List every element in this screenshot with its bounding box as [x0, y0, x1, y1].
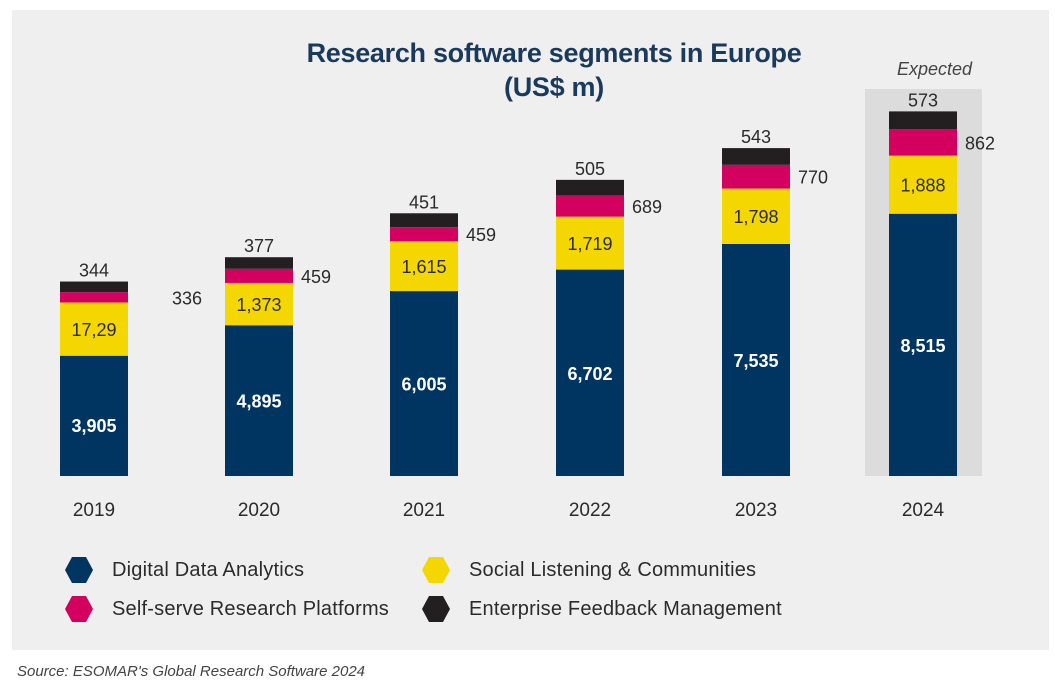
data-label-digital-data-analytics-2024: 8,515	[900, 336, 945, 356]
bar-digital-data-analytics-2024	[889, 213, 957, 476]
data-label-social-listening-communities-2020: 1,373	[236, 295, 281, 315]
bar-digital-data-analytics-2022	[556, 269, 624, 476]
data-label-social-listening-communities-2023: 1,798	[733, 207, 778, 227]
data-label-self-serve-research-platforms-2023: 770	[798, 168, 828, 188]
x-tick-label-2024: 2024	[902, 500, 945, 521]
data-label-enterprise-feedback-management-2020: 377	[244, 236, 274, 256]
source-note: Source: ESOMAR's Global Research Softwar…	[17, 663, 366, 680]
data-label-enterprise-feedback-management-2019: 344	[79, 261, 109, 281]
data-label-enterprise-feedback-management-2022: 505	[575, 159, 605, 179]
hexagon-icon	[422, 557, 450, 583]
bar-self-serve-research-platforms-2020	[225, 268, 293, 283]
x-tick-label-2020: 2020	[238, 500, 280, 521]
x-tick-label-2019: 2019	[73, 500, 115, 521]
x-tick-label-2022: 2022	[569, 500, 611, 521]
bar-social-listening-communities-2022	[556, 216, 624, 270]
bar-social-listening-communities-2021	[390, 241, 458, 292]
bar-enterprise-feedback-management-2019	[60, 281, 128, 293]
data-label-digital-data-analytics-2023: 7,535	[733, 351, 778, 371]
bar-enterprise-feedback-management-2024	[889, 111, 957, 130]
data-label-social-listening-communities-2019: 17,29	[71, 320, 116, 340]
bar-social-listening-communities-2024	[889, 155, 957, 214]
data-label-social-listening-communities-2021: 1,615	[401, 257, 446, 277]
data-label-self-serve-research-platforms-2022: 689	[632, 197, 662, 217]
chart-panel: 3,905 17,29 336 344 2019 4,895 1,373 459 377 2020…	[12, 10, 1049, 650]
bar-enterprise-feedback-management-2022	[556, 179, 624, 196]
chart-plot: 3,905 17,29 336 344 2019 4,895 1,373 459 377 2020…	[60, 89, 995, 521]
x-tick-label-2023: 2023	[735, 500, 777, 521]
legend-item-enterprise-feedback: Enterprise Feedback Management	[421, 594, 782, 624]
bar-self-serve-research-platforms-2024	[889, 129, 957, 156]
chart-title: Research software segments in Europe	[306, 38, 802, 68]
data-label-self-serve-research-platforms-2024: 862	[965, 133, 995, 153]
hexagon-icon	[65, 557, 93, 583]
legend-item-social-listening: Social Listening & Communities	[421, 555, 756, 585]
hexagon-icon	[422, 596, 450, 622]
data-label-enterprise-feedback-management-2023: 543	[741, 127, 771, 147]
data-label-self-serve-research-platforms-2021: 459	[466, 225, 496, 245]
data-label-digital-data-analytics-2020: 4,895	[236, 392, 281, 412]
data-label-digital-data-analytics-2021: 6,005	[401, 375, 446, 395]
data-label-digital-data-analytics-2022: 6,702	[567, 364, 612, 384]
bar-digital-data-analytics-2020	[225, 325, 293, 476]
bar-digital-data-analytics-2023	[722, 243, 790, 476]
bar-self-serve-research-platforms-2019	[60, 292, 128, 303]
bar-self-serve-research-platforms-2021	[390, 227, 458, 242]
legend-label: Self-serve Research Platforms	[112, 597, 390, 620]
bar-social-listening-communities-2019	[60, 302, 128, 356]
data-label-social-listening-communities-2022: 1,719	[567, 234, 612, 254]
data-label-enterprise-feedback-management-2024: 573	[908, 90, 938, 110]
legend-item-self-serve-research: Self-serve Research Platforms	[64, 594, 389, 624]
x-tick-label-2021: 2021	[403, 500, 445, 521]
legend-label: Digital Data Analytics	[112, 558, 305, 581]
legend-label: Enterprise Feedback Management	[469, 597, 782, 620]
data-label-digital-data-analytics-2019: 3,905	[71, 416, 116, 436]
bar-enterprise-feedback-management-2021	[390, 213, 458, 228]
expected-label: Expected	[896, 59, 973, 79]
data-label-social-listening-communities-2024: 1,888	[900, 176, 945, 196]
bar-social-listening-communities-2023	[722, 188, 790, 244]
bar-digital-data-analytics-2019	[60, 355, 128, 476]
hexagon-icon	[65, 596, 93, 622]
data-label-self-serve-research-platforms-2020: 459	[301, 267, 331, 287]
bar-self-serve-research-platforms-2023	[722, 164, 790, 189]
chart-title-unit: (US$ m)	[504, 72, 604, 102]
legend-label: Social Listening & Communities	[469, 558, 757, 581]
bar-enterprise-feedback-management-2020	[225, 257, 293, 269]
data-label-enterprise-feedback-management-2021: 451	[409, 192, 439, 212]
data-label-self-serve-research-platforms-2019: 336	[172, 288, 202, 308]
bar-digital-data-analytics-2021	[390, 291, 458, 476]
bar-self-serve-research-platforms-2022	[556, 195, 624, 217]
bar-enterprise-feedback-management-2023	[722, 148, 790, 165]
legend-item-digital-data-analytics: Digital Data Analytics	[64, 555, 304, 585]
bar-social-listening-communities-2020	[225, 282, 293, 326]
